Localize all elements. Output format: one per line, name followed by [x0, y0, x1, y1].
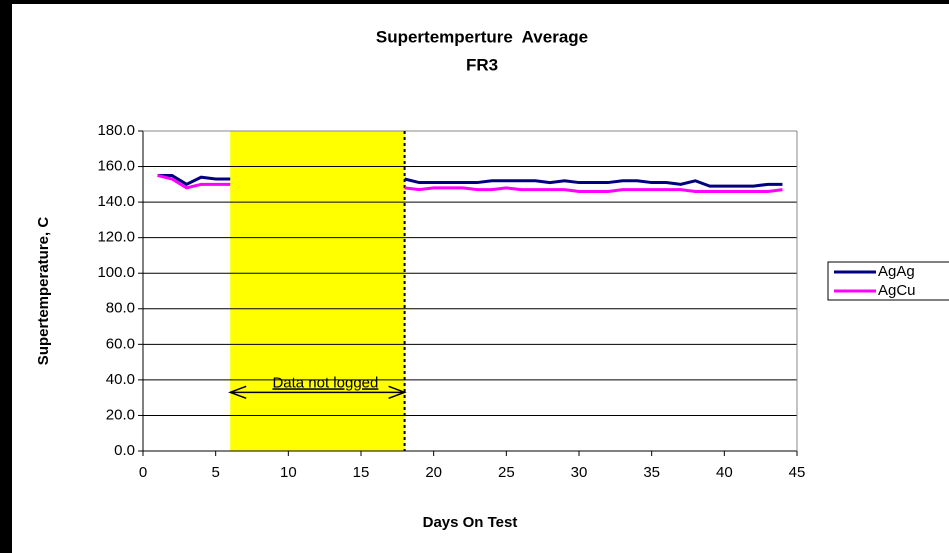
chart-subtitle: FR3 — [466, 55, 498, 74]
x-tick-label: 20 — [425, 464, 442, 481]
series-line — [157, 173, 783, 193]
no-data-region — [230, 131, 405, 451]
y-tick-label: 40.0 — [106, 371, 135, 388]
y-axis-label: Supertemperature, C — [35, 217, 52, 366]
y-tick-label: 140.0 — [97, 193, 135, 210]
x-tick-label: 0 — [139, 464, 147, 481]
y-tick-label: 160.0 — [97, 158, 135, 175]
y-tick-label: 20.0 — [106, 406, 135, 423]
legend-label: AgAg — [878, 263, 915, 280]
y-tick-label: 60.0 — [106, 335, 135, 352]
x-tick-label: 15 — [353, 464, 370, 481]
chart-background — [12, 4, 949, 553]
x-tick-label: 35 — [643, 464, 660, 481]
y-tick-label: 80.0 — [106, 300, 135, 317]
chart-title: Supertemperture Average — [376, 27, 588, 46]
x-axis-label: Days On Test — [423, 514, 518, 531]
arrow-head — [228, 385, 247, 400]
series-line — [157, 173, 783, 188]
x-tick-label: 25 — [498, 464, 515, 481]
x-tick-label: 10 — [280, 464, 297, 481]
y-tick-label: 120.0 — [97, 229, 135, 246]
legend-label: AgCu — [878, 282, 916, 299]
y-tick-label: 0.0 — [114, 442, 135, 459]
x-tick-label: 45 — [789, 464, 806, 481]
legend-box — [827, 261, 949, 301]
x-tick-label: 5 — [211, 464, 219, 481]
x-tick-label: 40 — [716, 464, 733, 481]
y-tick-label: 100.0 — [97, 264, 135, 281]
y-tick-label: 180.0 — [97, 122, 135, 139]
x-tick-label: 30 — [571, 464, 588, 481]
annotation-text: Data not logged — [272, 374, 378, 391]
arrow-head — [388, 385, 407, 400]
